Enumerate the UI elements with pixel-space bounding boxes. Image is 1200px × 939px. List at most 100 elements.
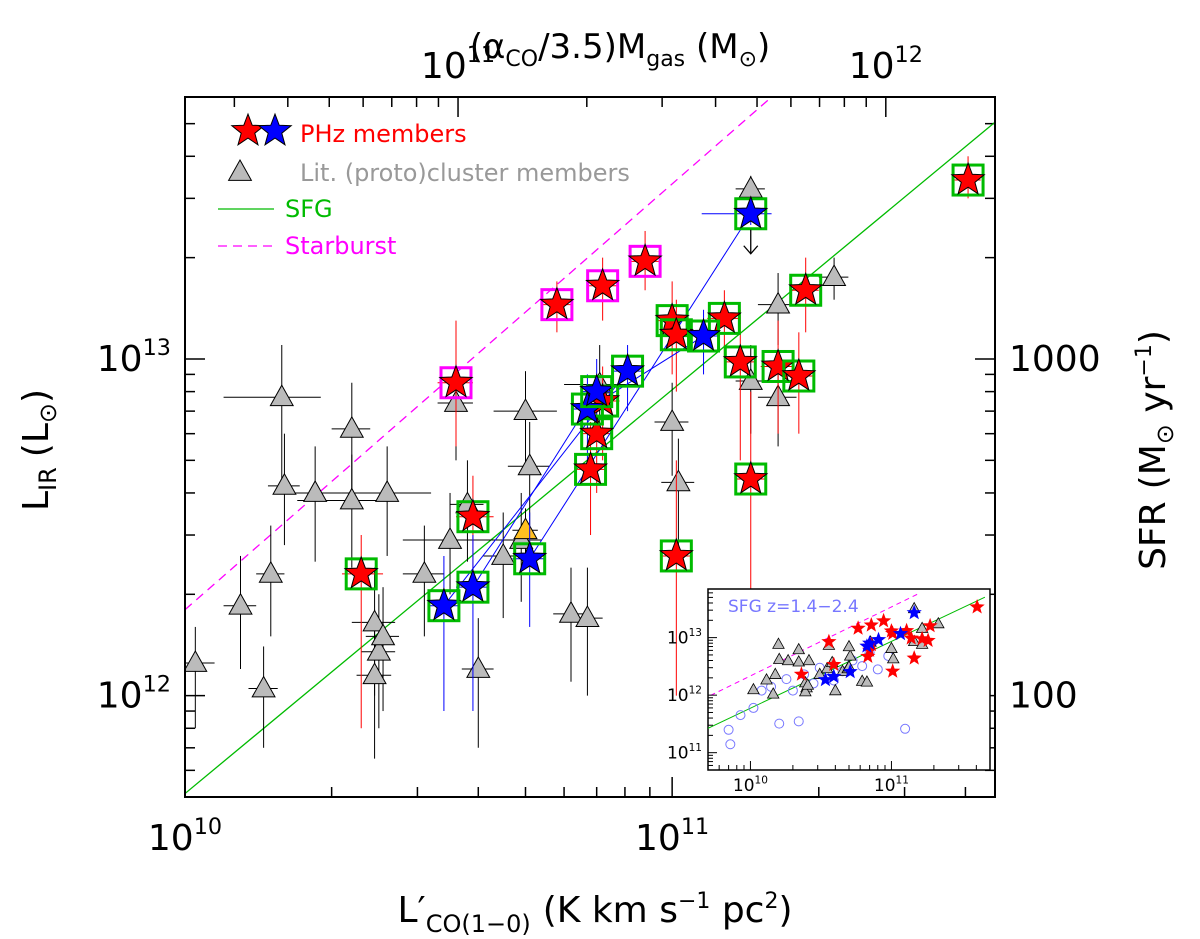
lit-member-point (765, 291, 791, 314)
top-axis-title: (αCO/3.5)Mgas (M⊙) (470, 27, 771, 72)
inset-red-star (922, 617, 938, 633)
inset-triangle (843, 649, 857, 661)
inset-triangle (792, 654, 806, 667)
inset-triangle (766, 687, 780, 699)
inset-triangle (792, 642, 806, 655)
phz-red-star (733, 460, 769, 494)
inset-triangle (772, 652, 786, 664)
lit-member-point (370, 623, 396, 646)
inset-red-star (920, 632, 936, 647)
inset-triangle (886, 651, 900, 664)
lit-member-point (374, 479, 400, 502)
lit-member-point (258, 560, 284, 583)
inset-triangle (772, 637, 785, 649)
y-axis-title: LIR(L⊙) (16, 389, 62, 511)
lit-member-point (575, 605, 600, 627)
inset-triangle (842, 639, 856, 652)
inset-blue-star (842, 663, 858, 679)
legend-label-phz: PHz members (300, 120, 467, 148)
inset-triangle (885, 641, 898, 653)
phz-blue-star (686, 317, 722, 351)
inset-triangle (798, 684, 812, 697)
top-tick-label: 1011 (421, 42, 495, 87)
inset-triangle (801, 678, 815, 690)
inset-blue-star (817, 671, 833, 687)
inset-x-tick-label: 1011 (874, 774, 909, 796)
phz-blue-star (455, 568, 491, 603)
lit-member-point (659, 408, 685, 431)
inset-blue-star (906, 604, 922, 620)
lit-member-point (517, 453, 542, 476)
lit-member-point (228, 592, 253, 615)
inset-blue-star (826, 668, 842, 684)
inset-red-star (793, 666, 810, 681)
phz-red-star (950, 161, 986, 195)
phz-red-star (658, 537, 694, 571)
inset-sfg-point (725, 739, 736, 750)
lit-member-point (362, 662, 387, 685)
inset-sfg-point (900, 723, 911, 734)
inset-red-star (826, 656, 842, 671)
x-axis-title: L′CO(1−0) (K km s−1 pc2) (397, 889, 792, 938)
lit-member-point (437, 526, 463, 549)
lit-member-point (513, 398, 538, 421)
lit-member-point (269, 384, 295, 407)
inset-sfg-point (723, 724, 734, 735)
lit-member-point (558, 600, 584, 623)
tick-labels: 1010 1011 1011 1012 1012 1013 100 1000 (97, 42, 1101, 859)
lit-member-point (366, 638, 392, 661)
x-tick-label: 1010 (148, 814, 222, 859)
lit-member-point (362, 609, 387, 632)
phz-blue-star (512, 540, 548, 574)
phz-red-star (579, 415, 615, 449)
inset-x-tick-label: 1010 (733, 774, 768, 796)
legend-triangle (227, 158, 253, 181)
phz-red-star (539, 286, 575, 320)
y-tick-label: 1013 (97, 335, 171, 380)
inset-sfg-point (748, 702, 759, 713)
lit-member-point (513, 517, 538, 540)
inset-triangle (747, 682, 760, 695)
legend-blue-star (257, 112, 293, 146)
top-tick-label: 1012 (849, 42, 923, 87)
lit-member-point (821, 264, 847, 287)
lit-member-point (272, 472, 297, 495)
legend: PHz members Lit. (proto)cluster members … (218, 112, 630, 260)
phz-blue-star (733, 195, 769, 229)
lit-member-point (251, 675, 276, 698)
inset-triangle (931, 616, 945, 629)
legend-label-lit: Lit. (proto)cluster members (300, 159, 630, 187)
inset-sfg-point (872, 664, 883, 675)
inset-y-tick-label: 1012 (667, 685, 702, 707)
inset-y-tick-label: 1013 (667, 627, 702, 649)
phz-red-star (573, 450, 609, 485)
inset-triangle (781, 653, 795, 666)
inset-sfg-point (793, 716, 804, 727)
inset-ticks: 1010 1011 1011 1012 1013 (667, 588, 991, 796)
inset-title: SFG z=1.4−2.4 (728, 597, 859, 617)
inset-sfg-point (774, 718, 785, 729)
relation-starburst (185, 97, 773, 611)
inset-red-star (850, 620, 866, 635)
phz-red-star (585, 267, 621, 301)
upper-limit-arrowhead (743, 245, 759, 255)
phz-red-star (788, 271, 824, 306)
inset-blue-star (892, 625, 909, 641)
right-tick-label: 100 (1009, 676, 1078, 717)
right-axis-title: SFR(M⊙ yr−1) (1132, 330, 1179, 570)
phz-red-star (706, 299, 742, 334)
legend-markers (218, 112, 293, 247)
phz-red-star (781, 357, 817, 391)
lit-member-point (412, 560, 437, 583)
inset-blue-star (862, 635, 878, 650)
inset-sfg-point (781, 674, 792, 685)
inset-red-star (821, 633, 837, 649)
inset-red-star (903, 630, 919, 645)
lit-member-point (490, 542, 516, 565)
lit-member-point (339, 415, 365, 438)
inset-sfg-point (787, 685, 798, 696)
y-tick-label: 1012 (97, 671, 171, 716)
inset-red-star (876, 612, 892, 628)
legend-label-sfg: SFG (285, 195, 333, 223)
